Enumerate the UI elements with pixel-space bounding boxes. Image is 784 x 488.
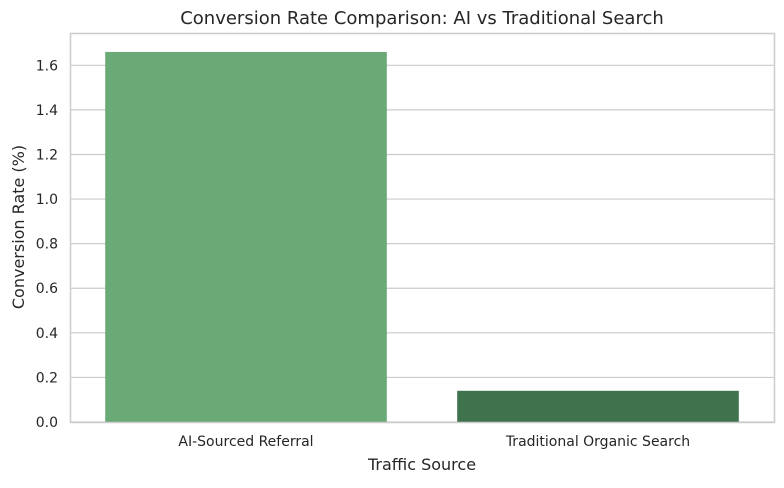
chart-title: Conversion Rate Comparison: AI vs Tradit… [180,8,664,29]
y-tick-label: 1.0 [36,192,58,208]
y-tick-label: 1.6 [36,58,58,74]
y-axis-label: Conversion Rate (%) [9,145,28,309]
y-tick-label: 0.0 [36,415,58,431]
y-tick-label: 0.4 [36,326,58,342]
x-axis-label: Traffic Source [367,455,476,474]
y-tick-label: 0.6 [36,281,58,297]
y-tick-label: 1.4 [36,103,58,119]
bar [105,51,387,422]
x-tick-label: AI-Sourced Referral [178,434,313,450]
bar [457,390,739,422]
plot-frame [69,32,776,424]
y-tick-label: 0.8 [36,237,58,253]
y-tick-label: 1.2 [36,147,58,163]
y-tick-label: 0.2 [36,370,58,386]
x-tick-label: Traditional Organic Search [505,434,690,450]
